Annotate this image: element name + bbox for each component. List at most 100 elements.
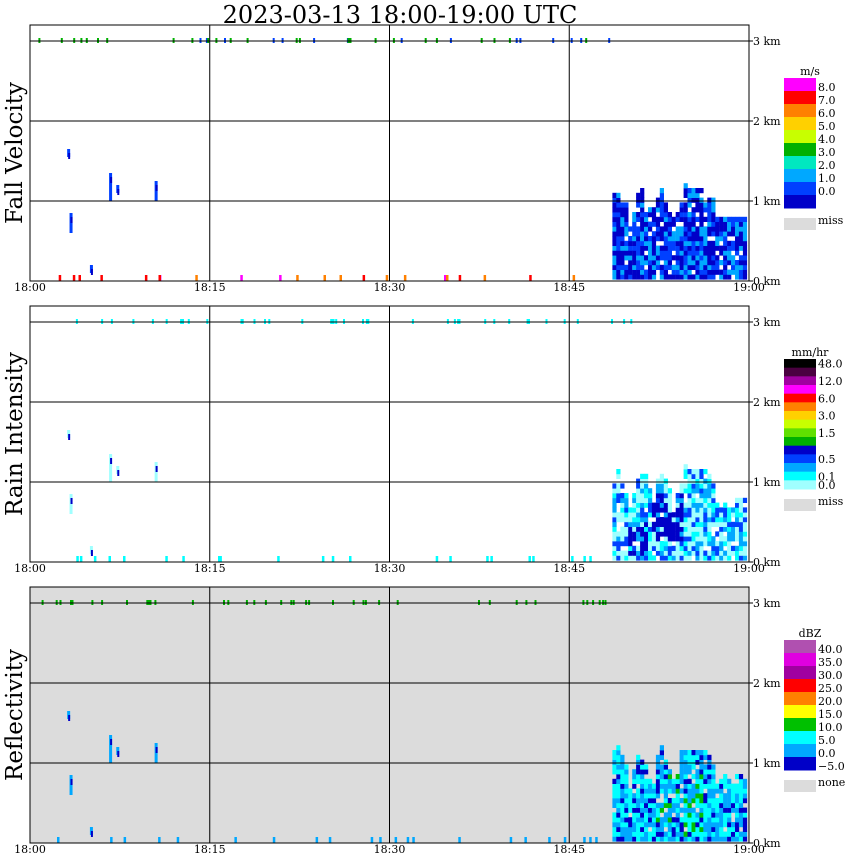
data-cell [648, 793, 653, 799]
data-cell [691, 488, 696, 494]
data-cell [632, 260, 637, 266]
data-cell [691, 793, 696, 799]
data-cell [667, 502, 672, 508]
data-cell [624, 240, 629, 246]
data-cell [632, 798, 637, 804]
data-cell [695, 831, 700, 837]
data-cell [707, 212, 712, 218]
data-cell [632, 255, 637, 261]
data-cell [711, 507, 716, 513]
data-cell [727, 836, 732, 842]
data-cell [624, 778, 629, 784]
colorbar-missing-swatch [784, 218, 816, 230]
data-cell [651, 536, 657, 542]
data-cell [644, 826, 649, 832]
data-cell [723, 216, 728, 222]
data-cell [651, 807, 657, 813]
x-tick-label: 18:00 [14, 281, 46, 294]
data-cell [715, 245, 720, 251]
data-cell [695, 255, 700, 261]
data-cell [648, 526, 653, 532]
data-cell [655, 817, 661, 823]
data-cell [695, 798, 700, 804]
data-cell [659, 507, 664, 513]
data-cell [675, 788, 680, 794]
data-cell [612, 226, 617, 232]
data-cell [691, 497, 696, 503]
data-cell [663, 497, 668, 503]
data-cell [636, 231, 641, 237]
data-cell [735, 245, 740, 251]
surface-speckle [58, 275, 62, 281]
data-cell [699, 555, 704, 561]
data-cell [640, 260, 645, 266]
surface-speckle [509, 837, 513, 843]
data-cell [632, 536, 637, 542]
data-cell [624, 769, 629, 775]
data-cell [612, 836, 617, 842]
data-cell [612, 207, 617, 213]
data-cell [719, 512, 724, 518]
data-cell [738, 512, 744, 518]
data-cell [624, 264, 629, 270]
data-cell [699, 274, 704, 280]
data-cell [707, 774, 712, 780]
data-cell [675, 240, 680, 246]
data-cell [644, 807, 649, 813]
data-cell [699, 822, 704, 828]
data-cell [687, 202, 692, 208]
data-cell [731, 826, 736, 832]
data-cell [735, 526, 740, 532]
x-tick-label: 18:00 [14, 562, 46, 575]
data-cell [624, 216, 629, 222]
data-cell [675, 778, 680, 784]
surface-speckle [370, 837, 374, 843]
data-cell [679, 231, 684, 237]
data-cell [616, 469, 621, 475]
data-cell [655, 759, 661, 765]
data-cell [644, 231, 649, 237]
colorbar-missing-label: miss [818, 495, 844, 508]
data-cell [651, 255, 657, 261]
data-cell [659, 550, 664, 556]
data-cell [651, 793, 657, 799]
colorbar-cell [784, 471, 816, 481]
data-cell [719, 250, 724, 256]
data-cell [640, 231, 645, 237]
data-cell [735, 826, 740, 832]
data-cell [738, 783, 744, 789]
data-cell [651, 240, 657, 246]
data-cell [636, 769, 641, 775]
data-cell [683, 555, 688, 561]
data-cell [687, 826, 692, 832]
data-cell [703, 502, 708, 508]
data-cell [699, 255, 704, 261]
data-cell [612, 788, 617, 794]
x-tick-label: 18:45 [553, 843, 585, 856]
data-cell [703, 493, 708, 499]
data-cell [719, 836, 724, 842]
y-tick-label: 0 km [753, 837, 781, 850]
data-cell [612, 212, 617, 218]
data-cell [715, 783, 720, 789]
data-cell [723, 793, 728, 799]
data-cell [695, 502, 700, 508]
data-cell [687, 264, 692, 270]
data-cell [715, 836, 720, 842]
data-cell [659, 488, 664, 494]
data-cell [632, 226, 637, 232]
data-cell [707, 759, 712, 765]
data-cell [687, 473, 692, 479]
data-cell [727, 521, 732, 527]
data-cell [727, 231, 732, 237]
data-cell [731, 226, 736, 232]
data-cell [651, 207, 657, 213]
data-cell [632, 502, 637, 508]
data-cell [683, 473, 688, 479]
data-cell [691, 826, 696, 832]
surface-speckle [394, 837, 398, 843]
data-cell [620, 764, 625, 770]
data-cell [612, 274, 617, 280]
data-cell [703, 231, 708, 237]
data-cell [620, 226, 625, 232]
